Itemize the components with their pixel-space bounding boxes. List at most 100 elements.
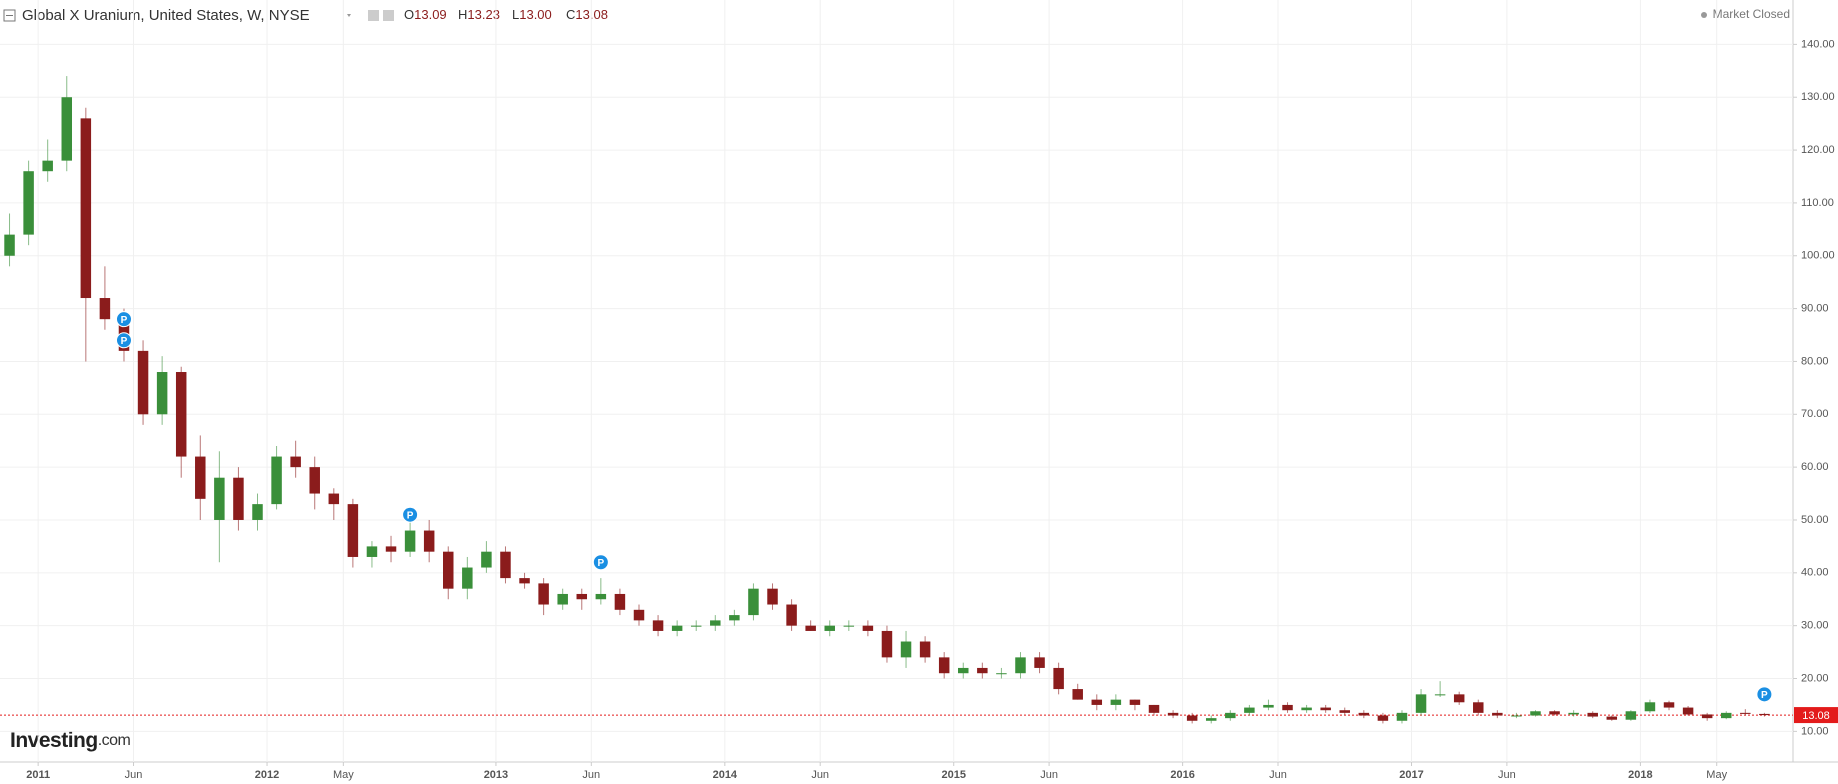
ohlc-value: 13.00: [519, 7, 552, 22]
y-tick-label: 90.00: [1801, 303, 1829, 315]
ohlc-label: O: [404, 7, 414, 22]
y-tick-label: 120.00: [1801, 144, 1835, 156]
candle-body: [938, 657, 950, 674]
candle-body: [1110, 699, 1122, 705]
candle-body: [1740, 712, 1751, 714]
event-marker[interactable]: [115, 311, 132, 328]
candle-body: [614, 593, 626, 610]
candle-body: [175, 372, 187, 457]
candle-body: [347, 504, 359, 557]
dropdown-arrow[interactable]: [347, 14, 351, 17]
candle-body: [404, 530, 416, 552]
event-marker-label: P: [598, 558, 605, 569]
x-tick-label: 2014: [713, 769, 738, 781]
candle-body: [137, 350, 149, 415]
candle-body: [652, 620, 664, 631]
ohlc-label: L: [512, 7, 519, 22]
y-tick-label: 110.00: [1801, 197, 1834, 209]
candle-body: [500, 551, 511, 579]
candle-body: [385, 546, 397, 552]
y-tick-label: 60.00: [1801, 461, 1829, 473]
candle-body: [1415, 694, 1427, 713]
candle-body: [1663, 702, 1675, 708]
candle-body: [595, 593, 607, 600]
event-marker[interactable]: [1756, 686, 1773, 703]
collapse-icon[interactable]: [3, 9, 16, 22]
candle-body: [23, 171, 34, 235]
y-tick-label: 10.00: [1801, 725, 1829, 737]
x-tick-label: 2018: [1628, 769, 1652, 781]
ohlc-item: C13.08: [566, 7, 608, 22]
x-tick-label: 2012: [255, 769, 279, 781]
ohlc-value: 13.09: [414, 7, 447, 22]
candle-body: [996, 673, 1007, 675]
x-tick-label: Jun: [1269, 769, 1287, 781]
market-status: Market Closed: [1713, 7, 1790, 21]
candle-body: [1549, 711, 1560, 715]
x-tick-label: May: [333, 769, 354, 781]
candle-body: [1244, 707, 1255, 713]
candle-body: [767, 588, 778, 605]
ohlc-header: O13.09 H13.23 L13.00 C13.08: [404, 7, 608, 22]
candle-body: [309, 467, 320, 494]
candle-body: [862, 625, 874, 631]
candle-body: [1358, 712, 1370, 716]
x-tick-label: 2015: [941, 769, 965, 781]
candle-body: [1301, 707, 1312, 711]
candle-body: [1396, 712, 1408, 721]
event-marker-label: P: [121, 315, 128, 326]
candle-body: [156, 372, 168, 415]
status-dot: [1701, 12, 1707, 18]
candle-body: [1682, 707, 1694, 715]
event-marker[interactable]: [402, 506, 419, 523]
candle-body: [710, 620, 721, 626]
candle-body: [423, 530, 435, 552]
candle-body: [1473, 702, 1484, 713]
candle-body: [1072, 689, 1083, 700]
y-tick-label: 40.00: [1801, 567, 1829, 579]
x-tick-label: Jun: [125, 769, 143, 781]
candle-body: [958, 667, 969, 674]
event-marker-label: P: [121, 336, 128, 347]
candle-body: [61, 97, 73, 161]
ohlc-item: O13.09: [404, 7, 447, 22]
candle-body: [671, 625, 683, 631]
candle-body: [729, 615, 740, 621]
candle-body: [1015, 657, 1026, 674]
candle-body: [576, 593, 588, 600]
candle-body: [519, 578, 530, 584]
candle-body: [1148, 704, 1160, 713]
candle-body: [1759, 713, 1770, 716]
candle-body: [1320, 707, 1331, 711]
logo-suffix: .com: [98, 732, 131, 749]
event-marker-label: P: [1761, 690, 1768, 701]
candle-body: [1453, 694, 1465, 703]
x-tick-label: May: [1706, 769, 1727, 781]
candle-body: [214, 477, 225, 520]
candle-body: [557, 593, 568, 605]
candle-body: [900, 641, 912, 658]
event-marker[interactable]: [115, 332, 132, 349]
candle-body: [1530, 711, 1541, 716]
settings-icon[interactable]: [383, 10, 394, 21]
candle-body: [462, 567, 473, 589]
x-tick-label: Jun: [811, 769, 829, 781]
x-tick-label: Jun: [1040, 769, 1058, 781]
ohlc-label: H: [458, 7, 467, 22]
candle-body: [99, 298, 111, 320]
candle-body: [195, 456, 206, 499]
last-price-label: 13.08: [1802, 710, 1830, 722]
y-tick-label: 20.00: [1801, 672, 1829, 684]
ohlc-label: C: [566, 7, 575, 22]
x-tick-label: Jun: [1498, 769, 1516, 781]
candle-body: [366, 546, 378, 557]
candle-body: [1339, 710, 1350, 713]
y-tick-label: 30.00: [1801, 620, 1829, 632]
candle-body: [1053, 667, 1064, 690]
candle-body: [1720, 712, 1732, 719]
event-marker[interactable]: [592, 554, 609, 571]
candle-body: [881, 630, 893, 658]
settings-icon[interactable]: [368, 10, 379, 21]
candle-body: [1225, 712, 1236, 719]
